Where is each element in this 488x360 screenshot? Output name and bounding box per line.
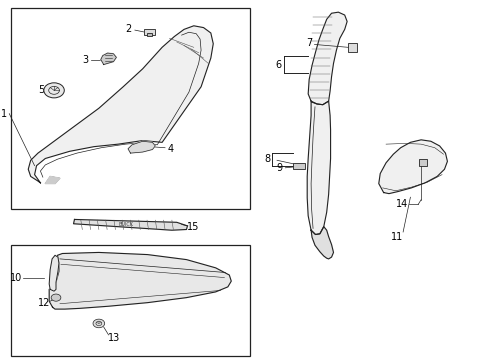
Polygon shape xyxy=(310,226,333,259)
Text: 6: 6 xyxy=(274,60,281,70)
Polygon shape xyxy=(378,140,447,194)
Bar xyxy=(146,33,152,36)
Circle shape xyxy=(51,294,61,301)
Text: 14: 14 xyxy=(395,199,407,210)
Bar xyxy=(144,29,155,35)
Polygon shape xyxy=(28,26,213,183)
Text: 12: 12 xyxy=(38,298,50,308)
Text: 8: 8 xyxy=(264,154,270,164)
Circle shape xyxy=(44,83,64,98)
Text: 13: 13 xyxy=(108,333,121,343)
Polygon shape xyxy=(49,252,231,309)
Text: 7: 7 xyxy=(305,38,312,48)
Text: 11: 11 xyxy=(390,232,402,242)
Text: 9: 9 xyxy=(275,163,282,173)
Text: 2: 2 xyxy=(125,24,131,34)
Text: 15: 15 xyxy=(186,222,199,232)
Polygon shape xyxy=(307,12,346,105)
Circle shape xyxy=(93,319,104,328)
Bar xyxy=(418,159,426,166)
Bar xyxy=(292,163,304,169)
Text: 10: 10 xyxy=(10,273,22,283)
Polygon shape xyxy=(73,220,187,230)
Text: 4: 4 xyxy=(167,144,174,154)
Text: 5: 5 xyxy=(38,85,44,95)
Polygon shape xyxy=(45,176,60,184)
Bar xyxy=(11,8,249,209)
Bar xyxy=(347,43,356,51)
Text: BUICK: BUICK xyxy=(118,222,133,227)
Polygon shape xyxy=(101,53,116,64)
Polygon shape xyxy=(128,141,155,153)
Bar xyxy=(11,244,249,356)
Text: 1: 1 xyxy=(1,109,7,119)
Polygon shape xyxy=(49,255,59,291)
Polygon shape xyxy=(306,101,330,234)
Text: 3: 3 xyxy=(82,54,88,64)
